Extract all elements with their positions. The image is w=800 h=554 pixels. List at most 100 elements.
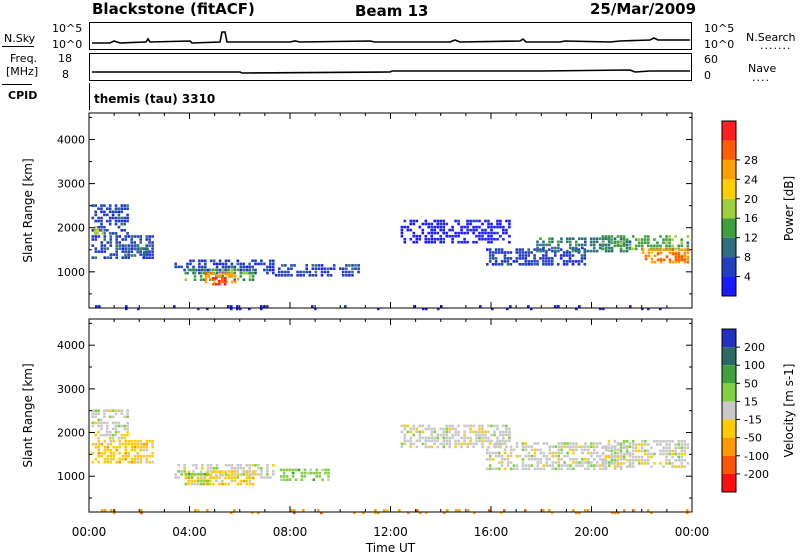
data-cell xyxy=(433,436,436,440)
data-cell xyxy=(100,442,104,446)
data-cell xyxy=(590,451,593,455)
data-cell xyxy=(148,241,151,244)
data-cell xyxy=(430,240,433,244)
data-cell xyxy=(115,238,118,241)
data-cell xyxy=(455,509,458,512)
data-cell xyxy=(463,436,466,440)
data-cell xyxy=(204,262,207,266)
data-cell xyxy=(143,247,146,251)
data-cell xyxy=(479,305,482,308)
data-cell xyxy=(508,222,511,226)
data-cell xyxy=(120,424,124,428)
data-cell xyxy=(613,459,617,462)
data-cell xyxy=(659,443,662,446)
data-cell xyxy=(192,265,195,269)
data-cell xyxy=(94,213,97,217)
data-cell xyxy=(616,455,620,459)
colorbar-cell-1-2 xyxy=(722,365,736,384)
data-cell xyxy=(575,240,578,244)
data-cell xyxy=(124,238,127,241)
data-cell xyxy=(109,442,113,446)
colorbar-tick-label-0-6: 28 xyxy=(744,154,758,167)
data-cell xyxy=(427,424,430,428)
data-cell xyxy=(625,249,629,253)
data-cell xyxy=(607,243,611,247)
data-cell xyxy=(291,471,295,475)
data-cell xyxy=(557,451,560,455)
data-cell xyxy=(221,262,225,266)
data-cell xyxy=(505,424,508,428)
data-cell xyxy=(625,446,629,449)
data-cell xyxy=(622,244,626,248)
data-cell xyxy=(610,446,614,449)
data-cell xyxy=(686,260,690,264)
data-cell xyxy=(677,452,680,456)
data-cell xyxy=(403,225,407,229)
data-cell xyxy=(97,445,101,449)
data-cell xyxy=(406,439,410,443)
data-cell xyxy=(502,442,505,446)
data-cell xyxy=(503,451,507,455)
data-cell xyxy=(285,475,289,478)
data-cell xyxy=(314,267,318,270)
data-cell xyxy=(463,430,466,434)
data-cell xyxy=(668,248,672,251)
data-cell xyxy=(466,225,469,229)
data-cell xyxy=(103,210,106,214)
data-cell xyxy=(97,460,101,464)
data-cell xyxy=(569,464,572,467)
data-cell xyxy=(460,231,463,235)
data-cell xyxy=(130,250,133,253)
data-cell xyxy=(111,421,115,425)
data-cell xyxy=(566,464,569,467)
data-cell xyxy=(111,213,115,217)
data-cell xyxy=(442,427,445,431)
data-cell xyxy=(118,244,121,247)
data-cell xyxy=(509,445,513,448)
data-cell xyxy=(481,439,484,443)
data-cell xyxy=(650,244,653,248)
data-cell xyxy=(403,240,407,244)
nsky-tick-top: 10^5 xyxy=(52,22,83,35)
data-cell xyxy=(580,257,584,260)
data-cell xyxy=(427,222,430,226)
data-cell xyxy=(611,511,614,515)
data-cell xyxy=(213,272,216,275)
data-cell xyxy=(242,265,245,269)
data-cell xyxy=(351,274,354,277)
data-cell xyxy=(118,445,121,449)
data-cell xyxy=(139,457,142,461)
data-cell xyxy=(619,467,623,471)
data-cell xyxy=(212,262,216,266)
data-cell xyxy=(496,427,499,431)
data-cell xyxy=(123,433,126,437)
data-cell xyxy=(206,482,210,486)
data-cell xyxy=(496,222,499,226)
data-cell xyxy=(487,225,490,229)
data-cell xyxy=(415,219,419,223)
data-cell xyxy=(223,277,227,280)
data-cell xyxy=(571,263,575,266)
cpid-overline xyxy=(2,84,32,85)
data-cell xyxy=(418,424,422,428)
data-cell xyxy=(114,210,118,214)
data-cell xyxy=(412,433,416,437)
data-cell xyxy=(647,238,650,241)
data-cell xyxy=(104,509,107,512)
data-cell xyxy=(272,473,275,476)
data-cell xyxy=(601,446,605,449)
data-cell xyxy=(578,461,581,464)
nsky-trace xyxy=(92,31,690,44)
data-cell xyxy=(677,255,681,259)
data-cell xyxy=(641,443,644,446)
data-cell xyxy=(442,430,445,434)
data-cell xyxy=(545,464,549,467)
data-cell xyxy=(662,452,665,456)
data-cell xyxy=(518,251,522,254)
data-cell xyxy=(569,458,572,461)
data-cell xyxy=(644,440,647,443)
data-cell xyxy=(448,228,451,232)
nave-label: Nave xyxy=(748,62,777,75)
data-cell xyxy=(536,260,539,263)
colorbar-tick-label-1-6: -100 xyxy=(744,450,769,463)
